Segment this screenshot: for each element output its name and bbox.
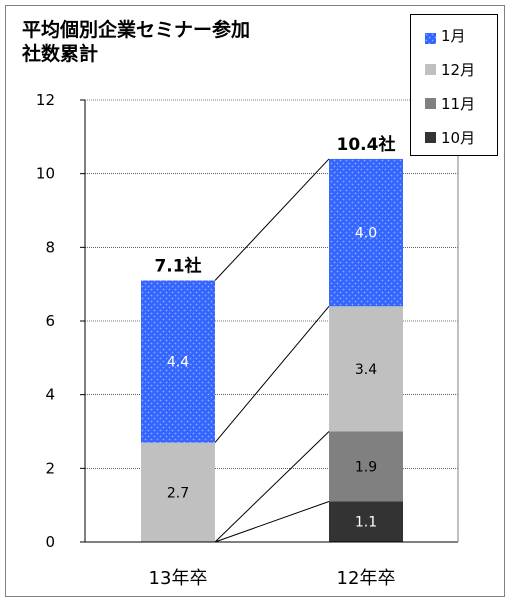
connector-lines xyxy=(214,158,330,543)
y-tick-label: 10 xyxy=(36,165,55,183)
legend-item-nov: 11月 xyxy=(425,93,475,113)
y-tick-label: 12 xyxy=(36,91,55,109)
chart-title-line-2: 社数累計 xyxy=(22,43,99,65)
category-label: 12年卒 xyxy=(337,568,396,589)
segment-labels: 2.7 4.4 1.1 1.9 3.4 4.0 xyxy=(167,226,377,531)
chart-title: 平均個別企業セミナー参加 社数累計 xyxy=(22,18,250,66)
y-tick-label: 8 xyxy=(45,238,55,256)
bar-segment xyxy=(329,431,403,502)
legend: 1月 12月 11月 10月 xyxy=(410,14,498,156)
legend-swatch-dec xyxy=(425,63,436,75)
legend-item-jan: 1月 xyxy=(425,25,466,45)
segment-value-label: 1.9 xyxy=(355,459,377,475)
category-labels: 13年卒 12年卒 xyxy=(149,568,396,589)
total-labels: 7.1社 10.4社 xyxy=(154,134,395,277)
bars xyxy=(141,158,403,542)
legend-swatch-nov xyxy=(425,97,436,109)
y-tick-label: 4 xyxy=(45,386,55,404)
segment-value-label: 4.0 xyxy=(355,226,377,242)
bar-segment xyxy=(329,501,403,542)
y-tick-label: 6 xyxy=(45,312,55,330)
legend-label-jan: 1月 xyxy=(441,26,466,45)
category-label: 13年卒 xyxy=(149,568,208,589)
segment-value-label: 2.7 xyxy=(167,485,189,501)
y-tick-label: 0 xyxy=(45,533,55,551)
segment-value-label: 1.1 xyxy=(355,515,377,531)
legend-item-dec: 12月 xyxy=(425,59,475,79)
connector-line xyxy=(214,305,330,443)
connector-line xyxy=(214,501,330,543)
legend-label-dec: 12月 xyxy=(441,60,476,79)
y-tick-label: 2 xyxy=(45,459,55,477)
legend-item-oct: 10月 xyxy=(425,127,475,147)
bar-segment xyxy=(329,158,403,307)
legend-swatch-jan xyxy=(425,30,436,44)
chart-title-line-1: 平均個別企業セミナー参加 xyxy=(22,19,251,41)
legend-label-nov: 11月 xyxy=(441,94,476,113)
legend-label-oct: 10月 xyxy=(441,128,476,147)
y-tick-labels: 0 2 4 6 8 10 12 xyxy=(36,91,85,551)
segment-value-label: 4.4 xyxy=(167,355,189,371)
bar-segment xyxy=(141,280,215,443)
total-label: 7.1社 xyxy=(154,255,201,276)
bar-segment xyxy=(141,442,215,542)
connector-line xyxy=(214,431,330,543)
legend-swatch-oct xyxy=(425,131,436,143)
bar-segment xyxy=(329,306,403,432)
segment-value-label: 3.4 xyxy=(355,362,377,378)
connector-line xyxy=(214,158,330,281)
total-label: 10.4社 xyxy=(337,134,396,155)
